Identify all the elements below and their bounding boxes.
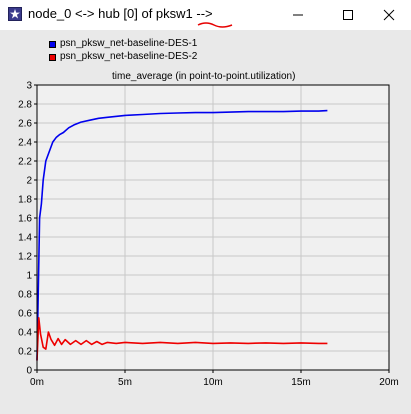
y-tick-label: 3 (26, 81, 32, 92)
window-title: node_0 <-> hub [0] of pksw1 --> (28, 6, 213, 21)
y-tick-label: 0.4 (18, 328, 32, 339)
x-tick-label: 10m (203, 377, 222, 388)
x-tick-label: 20m (379, 377, 398, 388)
y-tick-label: 0.2 (18, 347, 32, 358)
maximize-icon (343, 10, 353, 20)
series-line-1 (36, 109, 328, 361)
close-icon (383, 9, 395, 21)
series-line-2 (36, 316, 328, 361)
plot-frame (36, 84, 390, 371)
y-tick-label: 2 (26, 176, 32, 187)
x-tick-label: 0m (30, 377, 44, 388)
title-bar[interactable]: node_0 <-> hub [0] of pksw1 --> (0, 0, 411, 30)
maximize-button[interactable] (326, 0, 370, 30)
app-icon (8, 7, 22, 21)
y-tick-label: 0 (26, 366, 32, 377)
y-tick-label: 0.6 (18, 309, 32, 320)
y-tick-label: 2.6 (18, 119, 32, 130)
legend-label-series-1: psn_pksw_net-baseline-DES-1 (60, 38, 198, 49)
legend-marker-series-1 (49, 41, 56, 48)
y-tick-label: 2.2 (18, 157, 32, 168)
minimize-button[interactable] (276, 0, 320, 30)
y-tick-label: 1.6 (18, 214, 32, 225)
line-chart: 0 0.2 0.4 0.6 0.8 1 1.2 1.4 1.6 1.8 2 2.2 2.4 2.6 2.8 3… (18, 81, 399, 389)
chart-title: time_average (in point-to-point.utilizat… (112, 71, 296, 82)
x-tick-label: 15m (291, 377, 310, 388)
legend-label-series-2: psn_pksw_net-baseline-DES-2 (60, 51, 198, 62)
title-annotation-underline (197, 22, 233, 28)
y-tick-label: 1.4 (18, 233, 32, 244)
y-tick-label: 2.8 (18, 100, 32, 111)
legend-marker-series-2 (49, 54, 56, 61)
y-tick-label: 0.8 (18, 290, 32, 301)
chart-panel: psn_pksw_net-baseline-DES-1 psn_pksw_net… (0, 30, 411, 414)
close-button[interactable] (367, 0, 411, 30)
y-tick-label: 1.8 (18, 195, 32, 206)
y-tick-label: 1 (26, 271, 32, 282)
y-tick-label: 1.2 (18, 252, 32, 263)
y-tick-label: 2.4 (18, 138, 32, 149)
minimize-icon (293, 14, 303, 16)
x-tick-label: 5m (118, 377, 132, 388)
